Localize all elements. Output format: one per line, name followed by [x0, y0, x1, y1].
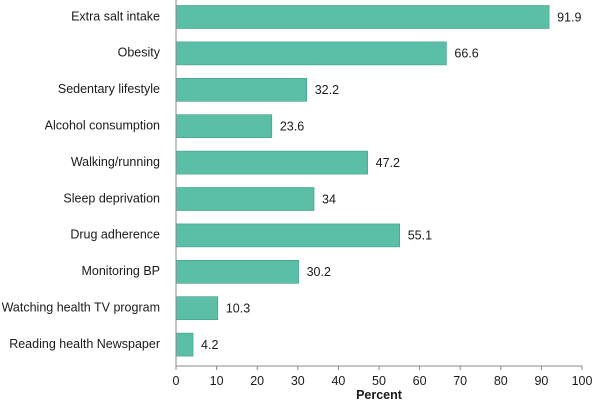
category-label: Sedentary lifestyle: [58, 82, 160, 96]
value-label: 47.2: [376, 156, 400, 170]
category-label: Reading health Newspaper: [9, 337, 160, 351]
x-tick-label: 30: [291, 374, 305, 388]
category-label: Sleep deprivation: [63, 191, 160, 205]
value-label: 66.6: [454, 47, 478, 61]
bar: [175, 41, 447, 66]
bar: [175, 114, 273, 138]
x-tick-label: 100: [572, 374, 593, 388]
category-label: Walking/running: [71, 155, 160, 169]
value-labels: 91.9 66.6 32.2 23.6 47.2 34 55.1 30.2 10.3 4.2: [201, 10, 581, 352]
x-axis-ticks: 0 10 20 30 40 50 60 70 80 90 100: [173, 366, 593, 388]
value-label: 4.2: [201, 338, 218, 352]
bar: [175, 150, 368, 175]
x-axis-title: Percent: [356, 388, 403, 400]
x-tick-label: 10: [210, 374, 224, 388]
x-tick-label: 90: [534, 374, 548, 388]
bar: [175, 78, 308, 102]
x-tick-label: 70: [453, 374, 467, 388]
x-tick-label: 20: [250, 374, 264, 388]
value-label: 55.1: [408, 229, 432, 243]
value-label: 32.2: [315, 83, 339, 97]
x-tick-label: 0: [173, 374, 180, 388]
category-label: Obesity: [118, 46, 161, 60]
value-label: 30.2: [307, 265, 331, 279]
value-label: 23.6: [280, 119, 304, 133]
bar: [175, 296, 219, 321]
value-label: 91.9: [557, 10, 581, 24]
category-label: Drug adherence: [70, 228, 160, 242]
category-labels: Extra salt intake Obesity Sedentary lifest…: [2, 9, 161, 351]
bar: [175, 259, 299, 284]
category-label: Extra salt intake: [71, 9, 160, 23]
x-tick-label: 40: [331, 374, 345, 388]
x-tick-label: 50: [372, 374, 386, 388]
bar: [175, 332, 194, 357]
value-label: 10.3: [226, 301, 250, 315]
x-tick-label: 80: [494, 374, 508, 388]
category-label: Watching health TV program: [2, 300, 160, 314]
value-label: 34: [322, 192, 336, 206]
bar: [175, 223, 401, 248]
category-label: Monitoring BP: [81, 264, 160, 278]
category-label: Alcohol consumption: [45, 118, 160, 132]
bar: [175, 187, 315, 211]
x-tick-label: 60: [413, 374, 427, 388]
bar: [175, 5, 550, 29]
